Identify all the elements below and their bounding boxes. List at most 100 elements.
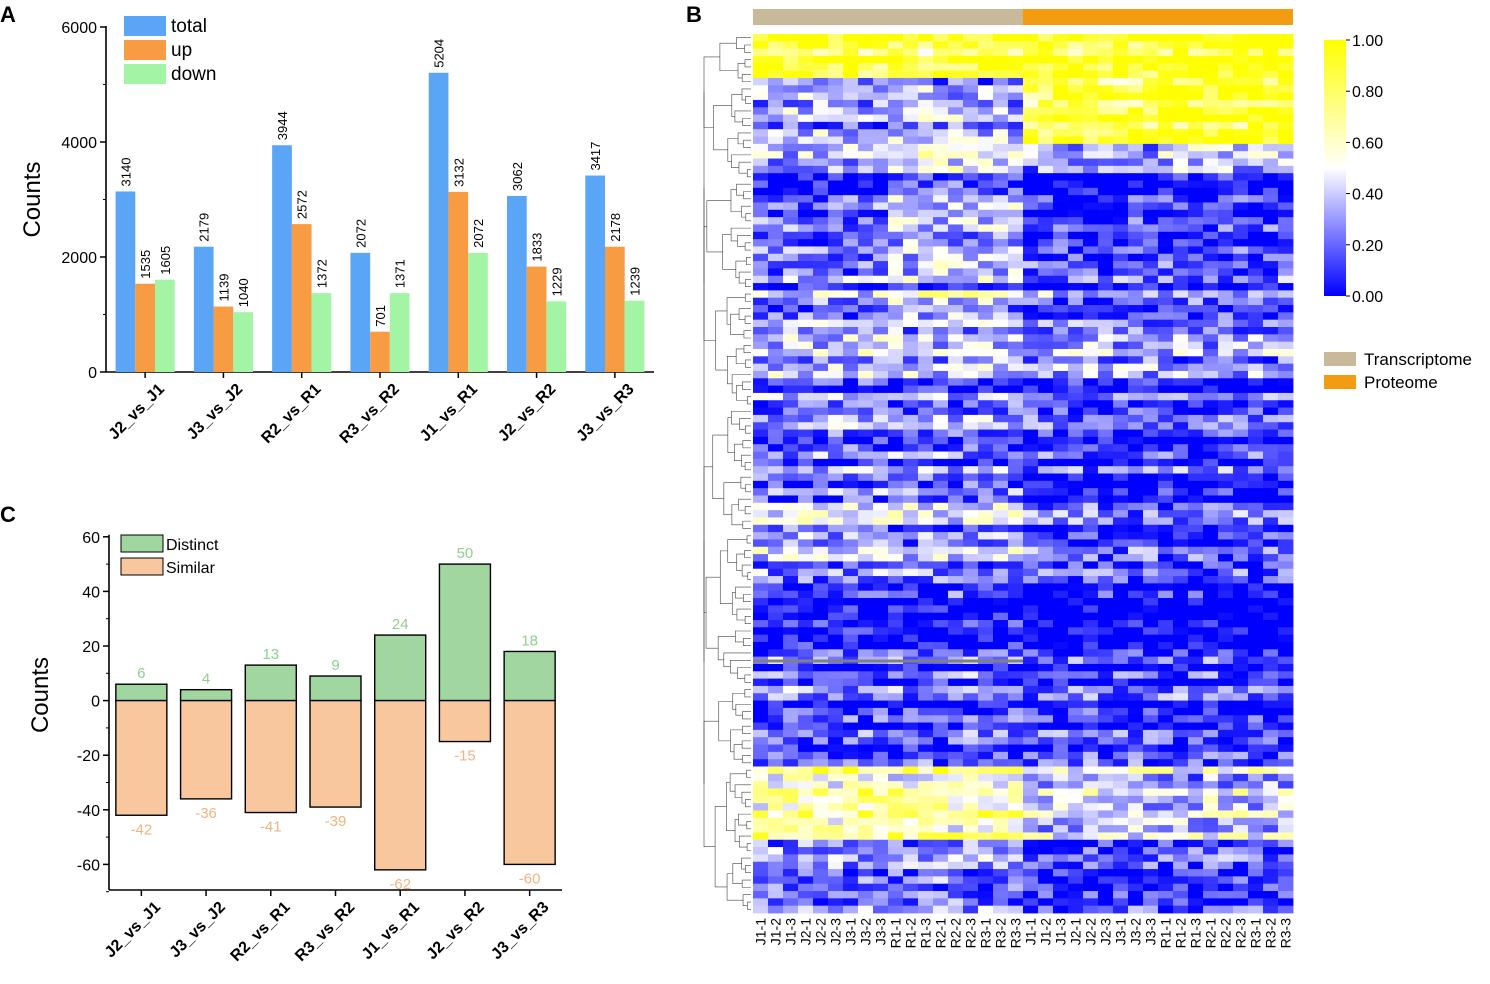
heatmap-cell	[1113, 473, 1129, 482]
heatmap-cell	[813, 510, 829, 518]
heatmap-cell	[978, 55, 994, 64]
heatmap-cell	[948, 729, 964, 738]
heatmap-cell	[1218, 620, 1234, 628]
heatmap-cell	[963, 583, 979, 592]
heatmap-cell	[783, 539, 799, 548]
heatmap-cell	[1128, 99, 1144, 108]
heatmap-cell	[783, 590, 799, 599]
heatmap-cell	[1203, 612, 1219, 621]
heatmap-cell	[1053, 641, 1069, 650]
dendrogram-branch	[744, 425, 751, 434]
heatmap-cell	[1023, 385, 1039, 394]
heatmap-cell	[828, 283, 844, 291]
heatmap-cell	[1143, 297, 1159, 306]
heatmap-cell	[993, 634, 1009, 643]
heatmap-cell	[783, 839, 799, 848]
heatmap-cell	[903, 121, 919, 130]
heatmap-cell	[948, 253, 964, 262]
heatmap-cell	[873, 480, 889, 489]
heatmap-cell	[1173, 41, 1189, 50]
heatmap-cell	[783, 641, 799, 650]
heatmap-cell	[1053, 839, 1069, 848]
heatmap-cell	[768, 671, 784, 679]
heatmap-cell	[1143, 48, 1159, 57]
heatmap-cell	[1218, 356, 1234, 365]
bar-distinct	[438, 563, 492, 702]
heatmap-cell	[783, 532, 799, 540]
heatmap-cell	[813, 63, 829, 72]
heatmap-cell	[753, 392, 769, 401]
heatmap-cell	[1143, 341, 1159, 350]
heatmap-cell	[1218, 466, 1234, 474]
dendrogram-branch	[742, 520, 751, 529]
heatmap-cell	[1218, 722, 1234, 731]
heatmap-cell	[843, 722, 859, 731]
heatmap-cell	[1098, 598, 1114, 606]
heatmap-cell	[1053, 678, 1069, 687]
heatmap-cell	[918, 231, 934, 240]
heatmap-cell	[993, 605, 1009, 614]
heatmap-cell	[963, 341, 979, 350]
heatmap-cell	[1098, 107, 1114, 115]
heatmap-cell	[963, 854, 979, 863]
heatmap-cell	[1233, 121, 1249, 130]
heatmap-cell	[813, 370, 829, 379]
heatmap-cell	[933, 898, 949, 907]
heatmap-cell	[873, 268, 889, 277]
heatmap-cell	[1113, 275, 1129, 284]
heatmap-cell	[1083, 429, 1099, 438]
heatmap-cell	[1158, 436, 1174, 445]
heatmap-cell	[888, 546, 904, 555]
heatmap-cell	[1188, 649, 1204, 658]
heatmap-cell	[933, 261, 949, 269]
heatmap-cell	[1038, 854, 1054, 863]
heatmap-cell	[798, 568, 814, 577]
heatmap-cell	[1128, 612, 1144, 621]
heatmap-cell	[843, 319, 859, 328]
bar-distinct	[503, 650, 556, 702]
heatmap-cell	[1053, 729, 1069, 738]
heatmap-cell	[1233, 524, 1249, 533]
heatmap-cell	[1143, 312, 1159, 321]
heatmap-cell	[1248, 554, 1264, 562]
y-tick-label: 6000	[61, 20, 97, 37]
heatmap-cell	[1023, 261, 1039, 269]
heatmap-cell	[828, 532, 844, 540]
heatmap-cell	[933, 759, 949, 767]
heatmap-cell	[753, 546, 769, 555]
heatmap-cell	[858, 532, 874, 540]
heatmap-cell	[1233, 685, 1249, 694]
heatmap-cell	[1083, 253, 1099, 262]
heatmap-cell	[753, 305, 769, 313]
heatmap-cell	[873, 488, 889, 496]
heatmap-cell	[1113, 407, 1129, 416]
heatmap-cell	[1128, 598, 1144, 606]
heatmap-cell	[993, 378, 1009, 386]
heatmap-cell	[1098, 663, 1114, 672]
heatmap-cell	[783, 495, 799, 504]
heatmap-cell	[963, 305, 979, 313]
heatmap-cell	[1188, 751, 1204, 760]
heatmap-cell	[1233, 744, 1249, 753]
heatmap-cell	[753, 685, 769, 694]
heatmap-cell	[1083, 583, 1099, 592]
heatmap-cell	[888, 583, 904, 592]
bar-up	[526, 266, 547, 372]
heatmap-cell	[1188, 370, 1204, 379]
heatmap-cell	[1248, 290, 1264, 299]
heatmap-cell	[858, 641, 874, 650]
heatmap-cell	[813, 729, 829, 738]
heatmap-cell	[768, 41, 784, 50]
heatmap-cell	[828, 751, 844, 760]
heatmap-cell	[1008, 839, 1024, 848]
heatmap-cell	[1248, 663, 1264, 672]
heatmap-cell	[1203, 217, 1219, 225]
heatmap-cell	[768, 869, 784, 877]
heatmap-cell	[783, 773, 799, 782]
heatmap-cell	[1248, 107, 1264, 115]
heatmap-cell	[978, 781, 994, 789]
heatmap-cell	[1128, 663, 1144, 672]
heatmap-cell	[1053, 532, 1069, 540]
heatmap-cell	[1023, 817, 1039, 826]
heatmap-cell	[1173, 70, 1189, 79]
